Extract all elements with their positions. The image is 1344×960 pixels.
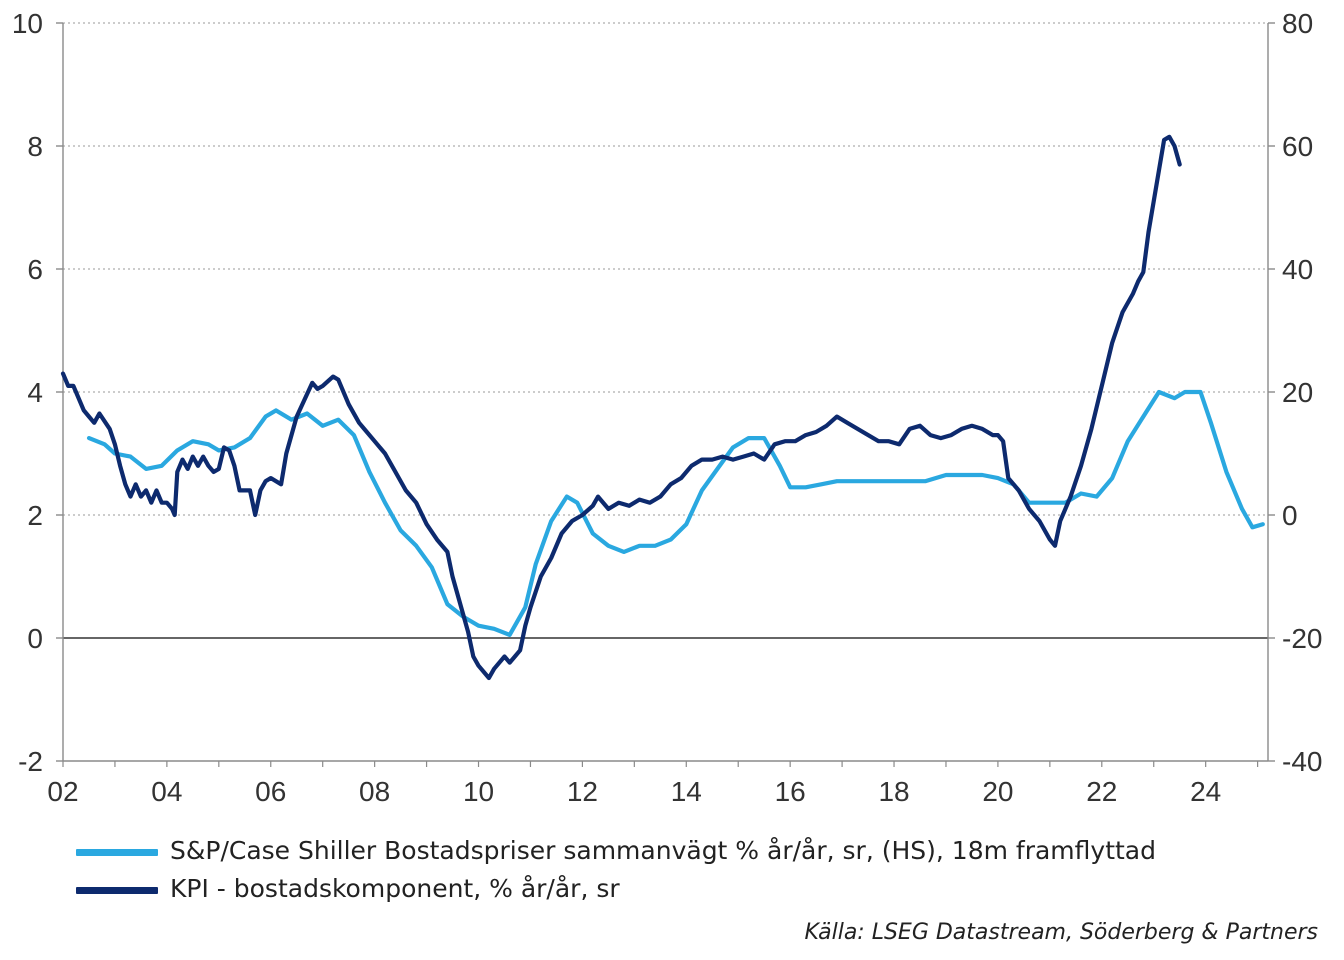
- x-tick-label: 24: [1190, 776, 1221, 807]
- legend-item-case-shiller: S&P/Case Shiller Bostadspriser sammanväg…: [76, 836, 1156, 865]
- series-line-case-shiller: [86, 389, 1265, 637]
- source-note: Källa: LSEG Datastream, Söderberg & Part…: [804, 920, 1318, 945]
- y-left-tick-label: 10: [12, 8, 43, 39]
- x-tick-label: 04: [151, 776, 182, 807]
- y-right-tick-label: 40: [1282, 254, 1313, 285]
- x-tick-label: 02: [47, 776, 78, 807]
- y-left-tick-label: 0: [27, 623, 43, 654]
- y-right-tick-label: 0: [1282, 500, 1298, 531]
- y-left-tick-label: 2: [27, 500, 43, 531]
- x-tick-label: 18: [878, 776, 909, 807]
- legend-label-case-shiller: S&P/Case Shiller Bostadspriser sammanväg…: [170, 836, 1156, 865]
- x-tick-label: 10: [463, 776, 494, 807]
- x-tick-label: 22: [1086, 776, 1117, 807]
- y-right-tick-label: -40: [1282, 746, 1322, 777]
- legend-swatch-kpi: [76, 886, 158, 894]
- series-lines: [60, 134, 1265, 681]
- legend-item-kpi: KPI - bostadskomponent, % år/år, sr: [76, 874, 620, 903]
- y-left-tick-label: -2: [18, 746, 43, 777]
- y-left-tick-label: 8: [27, 131, 43, 162]
- x-tick-label: 20: [982, 776, 1013, 807]
- y-right-tick-label: 20: [1282, 377, 1313, 408]
- axes: [56, 22, 1275, 767]
- x-tick-label: 06: [255, 776, 286, 807]
- y-right-tick-label: -20: [1282, 623, 1322, 654]
- y-left-tick-label: 4: [27, 377, 43, 408]
- legend-label-kpi: KPI - bostadskomponent, % år/år, sr: [170, 874, 620, 903]
- x-tick-label: 08: [359, 776, 390, 807]
- y-left-tick-label: 6: [27, 254, 43, 285]
- legend-swatch-case-shiller: [76, 848, 158, 856]
- gridlines: [63, 22, 1268, 639]
- y-right-tick-label: 80: [1282, 8, 1313, 39]
- x-tick-label: 14: [671, 776, 702, 807]
- y-right-tick-label: 60: [1282, 131, 1313, 162]
- series-line-kpi: [60, 134, 1182, 681]
- x-tick-label: 12: [567, 776, 598, 807]
- x-tick-label: 16: [775, 776, 806, 807]
